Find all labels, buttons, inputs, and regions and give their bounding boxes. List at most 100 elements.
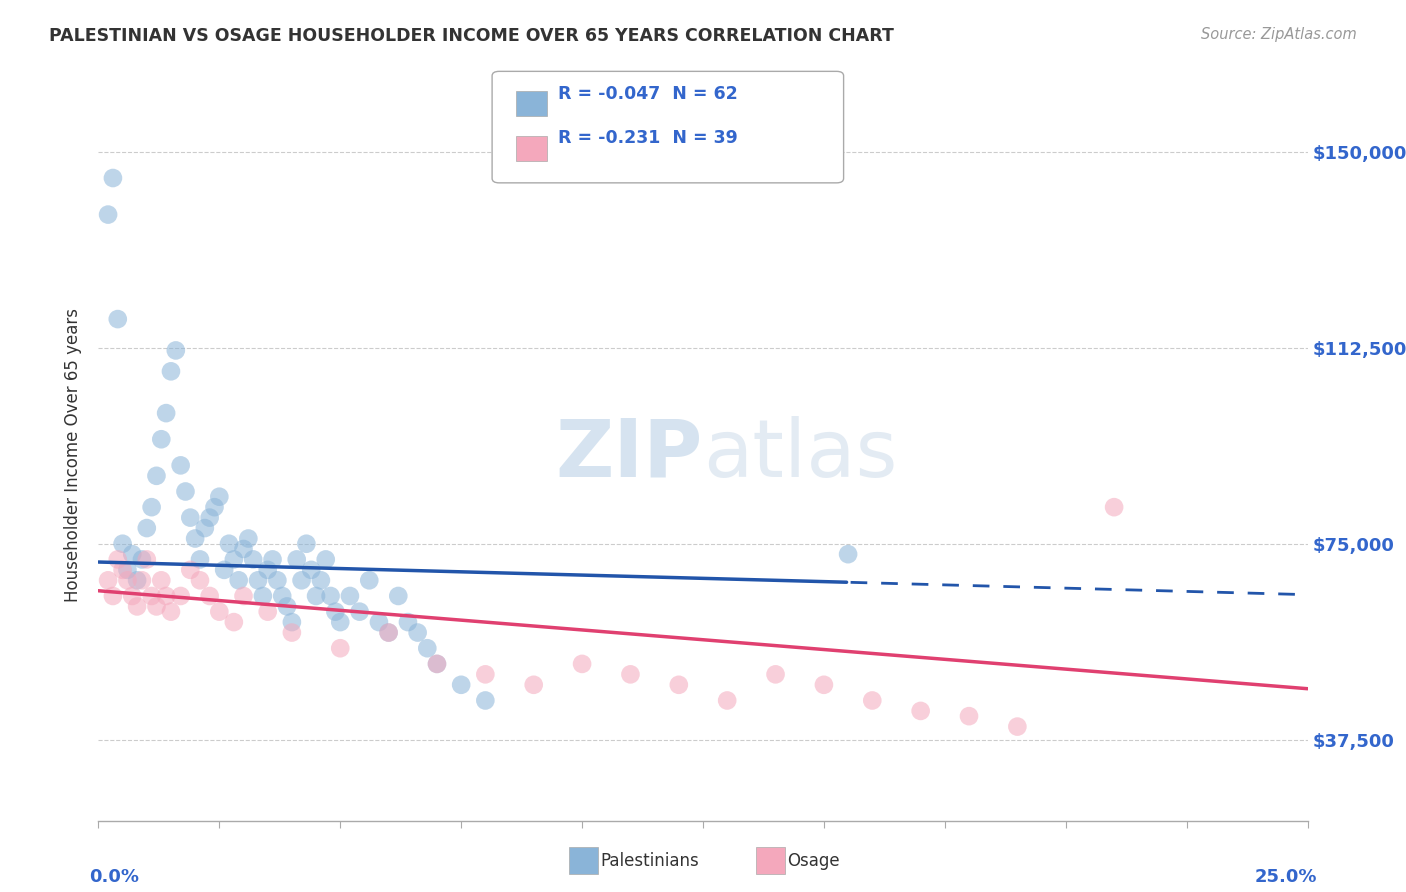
Point [1102,500,1125,515]
Point [325,605,347,619]
Point [359,574,381,588]
Point [107,552,129,566]
Point [107,312,129,326]
Point [188,574,211,588]
Text: Osage: Osage [787,852,839,870]
Point [150,574,173,588]
Point [426,657,449,671]
Point [179,510,201,524]
Point [266,574,288,588]
Text: R = -0.047  N = 62: R = -0.047 N = 62 [558,85,738,103]
Point [97,574,120,588]
Point [127,574,149,588]
Point [339,589,361,603]
Point [329,615,352,629]
Point [204,500,226,515]
Point [571,657,593,671]
Point [309,574,332,588]
Point [285,552,308,566]
Point [242,552,264,566]
Point [295,537,318,551]
Point [396,615,419,629]
Point [523,678,546,692]
Point [957,709,980,723]
Text: 25.0%: 25.0% [1254,868,1317,886]
Point [135,521,157,535]
Point [315,552,337,566]
Point [238,532,260,546]
Point [252,589,274,603]
Point [101,589,124,603]
Point [416,641,439,656]
Point [247,574,270,588]
Point [474,667,496,681]
Point [406,625,429,640]
Point [377,625,399,640]
Point [145,468,167,483]
Point [1007,720,1029,734]
Point [127,599,149,614]
Point [426,657,449,671]
Point [668,678,690,692]
Text: Palestinians: Palestinians [600,852,699,870]
Point [155,406,177,420]
Point [208,605,231,619]
Text: 0.0%: 0.0% [89,868,139,886]
Point [174,484,197,499]
Point [329,641,352,656]
Point [198,510,221,524]
Point [256,563,278,577]
Point [319,589,342,603]
Point [232,589,254,603]
Point [150,432,173,446]
Point [299,563,322,577]
Point [169,589,191,603]
Point [141,589,163,603]
Point [208,490,231,504]
Text: R = -0.231  N = 39: R = -0.231 N = 39 [558,129,738,147]
Point [160,364,183,378]
Point [474,693,496,707]
Point [387,589,409,603]
Point [281,615,304,629]
Point [111,563,134,577]
Point [160,605,183,619]
Point [222,615,245,629]
Text: ZIP: ZIP [555,416,703,494]
Point [765,667,787,681]
Point [141,500,163,515]
Text: Source: ZipAtlas.com: Source: ZipAtlas.com [1201,27,1357,42]
Point [218,537,240,551]
Point [256,605,278,619]
Point [194,521,217,535]
Point [290,574,312,588]
Point [131,574,153,588]
Point [179,563,201,577]
Point [169,458,191,473]
Point [117,574,139,588]
Point [121,547,143,561]
Y-axis label: Householder Income Over 65 years: Householder Income Over 65 years [63,308,82,602]
Point [813,678,835,692]
Point [188,552,211,566]
Point [377,625,399,640]
Point [222,552,245,566]
Point [97,208,120,222]
Point [305,589,328,603]
Point [281,625,304,640]
Point [101,171,124,186]
Point [184,532,207,546]
Point [910,704,932,718]
Point [860,693,883,707]
Point [145,599,167,614]
Point [837,547,859,561]
Point [619,667,641,681]
Point [450,678,472,692]
Point [349,605,371,619]
Point [111,537,134,551]
Point [271,589,294,603]
Text: atlas: atlas [703,416,897,494]
Point [198,589,221,603]
Point [131,552,153,566]
Point [155,589,177,603]
